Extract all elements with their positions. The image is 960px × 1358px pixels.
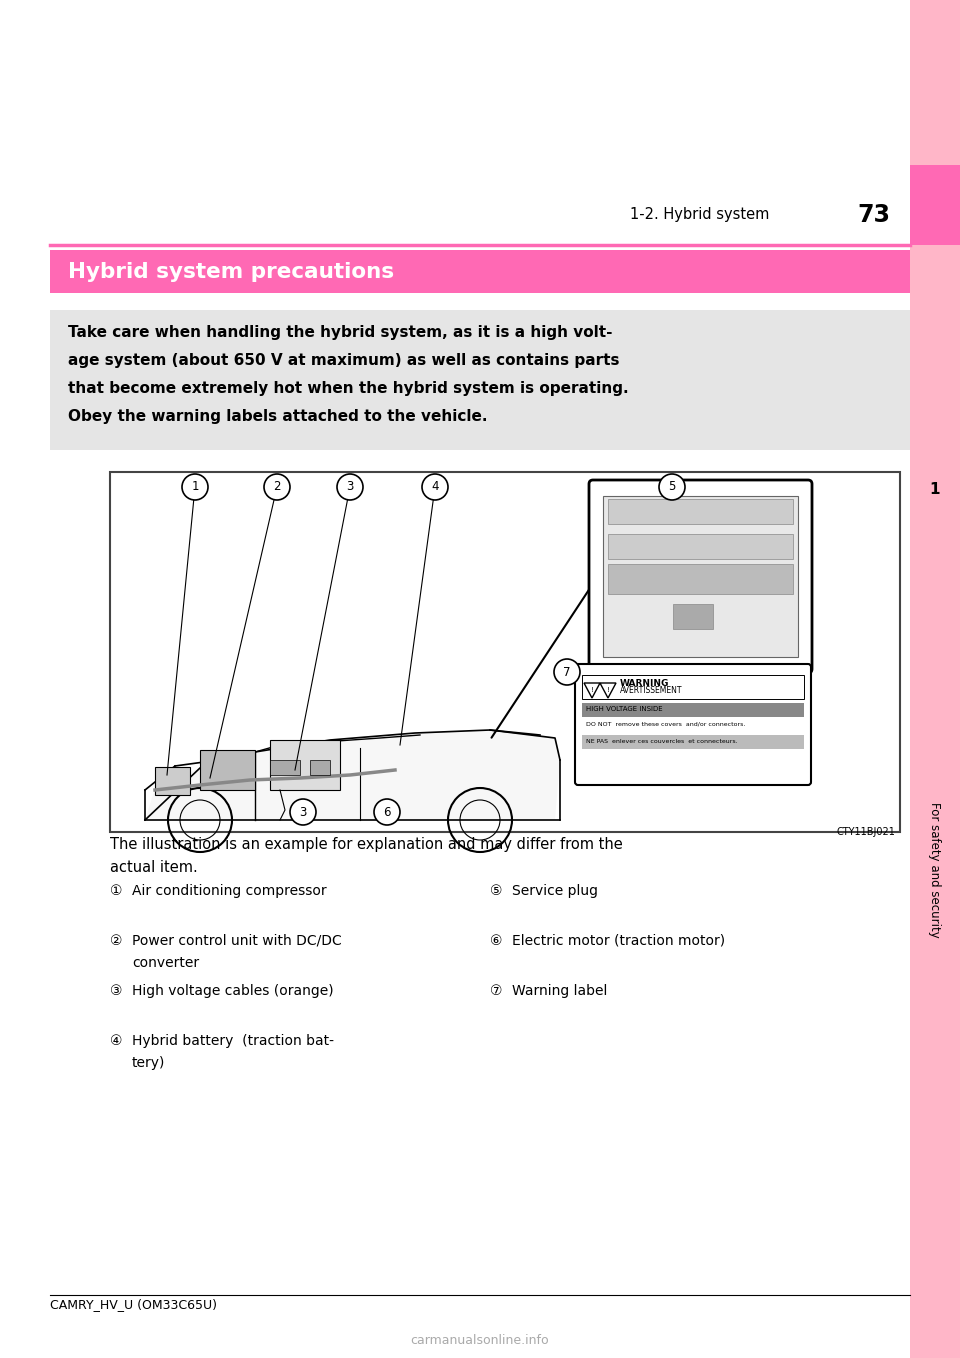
Text: ⑥: ⑥	[490, 934, 502, 948]
Bar	[582, 675, 804, 699]
FancyBboxPatch shape	[575, 664, 811, 785]
Text: that become extremely hot when the hybrid system is operating.: that become extremely hot when the hybri…	[68, 380, 629, 395]
Bar	[910, 0, 960, 1358]
Bar	[608, 498, 793, 524]
Text: Power control unit with DC/DC: Power control unit with DC/DC	[132, 934, 342, 948]
Circle shape	[264, 474, 290, 500]
Text: 3: 3	[347, 481, 353, 493]
Text: Hybrid system precautions: Hybrid system precautions	[68, 262, 395, 282]
Text: Electric motor (traction motor): Electric motor (traction motor)	[512, 934, 725, 948]
Text: 73: 73	[857, 202, 890, 227]
Text: WARNING: WARNING	[620, 679, 669, 689]
Text: converter: converter	[132, 956, 199, 970]
Text: actual item.: actual item.	[110, 860, 198, 875]
Polygon shape	[145, 731, 560, 820]
Text: 4: 4	[431, 481, 439, 493]
Text: !: !	[607, 687, 610, 693]
Circle shape	[554, 659, 580, 684]
Bar	[582, 703, 804, 717]
Text: 1: 1	[191, 481, 199, 493]
Bar	[582, 718, 804, 731]
Text: ②: ②	[110, 934, 123, 948]
Text: CTY11BJ021: CTY11BJ021	[836, 827, 895, 837]
Bar	[50, 250, 910, 293]
Text: Hybrid battery  (traction bat-: Hybrid battery (traction bat-	[132, 1033, 334, 1048]
Polygon shape	[600, 683, 616, 698]
Text: Warning label: Warning label	[512, 985, 608, 998]
Circle shape	[659, 474, 685, 500]
Circle shape	[182, 474, 208, 500]
Bar	[50, 310, 910, 449]
Bar	[673, 604, 713, 629]
Text: 5: 5	[668, 481, 676, 493]
Text: !: !	[590, 687, 593, 693]
FancyBboxPatch shape	[589, 479, 812, 674]
Text: CAMRY_HV_U (OM33C65U): CAMRY_HV_U (OM33C65U)	[50, 1298, 217, 1312]
Text: ④: ④	[110, 1033, 123, 1048]
Text: ⑦: ⑦	[490, 985, 502, 998]
Text: age system (about 650 V at maximum) as well as contains parts: age system (about 650 V at maximum) as w…	[68, 353, 619, 368]
Text: NE PAS  enlever ces couvercles  et connecteurs.: NE PAS enlever ces couvercles et connect…	[586, 739, 737, 744]
Bar	[310, 760, 330, 775]
Text: For safety and security: For safety and security	[928, 803, 942, 938]
Text: Take care when handling the hybrid system, as it is a high volt-: Take care when handling the hybrid syste…	[68, 325, 612, 340]
Text: ③: ③	[110, 985, 123, 998]
Bar	[110, 473, 900, 832]
Text: ①: ①	[110, 884, 123, 898]
Text: 1-2. Hybrid system: 1-2. Hybrid system	[630, 208, 769, 223]
Text: tery): tery)	[132, 1057, 165, 1070]
Text: 7: 7	[564, 665, 571, 679]
Text: 3: 3	[300, 805, 306, 819]
Circle shape	[422, 474, 448, 500]
Text: Service plug: Service plug	[512, 884, 598, 898]
Bar	[270, 740, 340, 790]
Text: 2: 2	[274, 481, 280, 493]
Text: ⑤: ⑤	[490, 884, 502, 898]
Bar	[608, 534, 793, 559]
Bar	[608, 564, 793, 593]
Text: High voltage cables (orange): High voltage cables (orange)	[132, 985, 334, 998]
Text: DO NOT  remove these covers  and/or connectors.: DO NOT remove these covers and/or connec…	[586, 722, 745, 727]
Circle shape	[374, 799, 400, 826]
Text: The illustration is an example for explanation and may differ from the: The illustration is an example for expla…	[110, 838, 623, 853]
Text: 6: 6	[383, 805, 391, 819]
Text: Obey the warning labels attached to the vehicle.: Obey the warning labels attached to the …	[68, 409, 488, 424]
Polygon shape	[584, 683, 600, 698]
Bar	[155, 767, 190, 794]
Bar	[582, 735, 804, 750]
Bar	[910, 166, 960, 244]
Text: Air conditioning compressor: Air conditioning compressor	[132, 884, 326, 898]
Circle shape	[337, 474, 363, 500]
Bar	[200, 750, 255, 790]
Text: carmanualsonline.info: carmanualsonline.info	[411, 1334, 549, 1347]
Text: HIGH VOLTAGE INSIDE: HIGH VOLTAGE INSIDE	[586, 706, 662, 712]
Bar	[270, 760, 300, 775]
Text: AVERTISSEMENT: AVERTISSEMENT	[620, 686, 683, 695]
Circle shape	[290, 799, 316, 826]
Bar	[603, 496, 798, 657]
Text: 1: 1	[929, 482, 940, 497]
